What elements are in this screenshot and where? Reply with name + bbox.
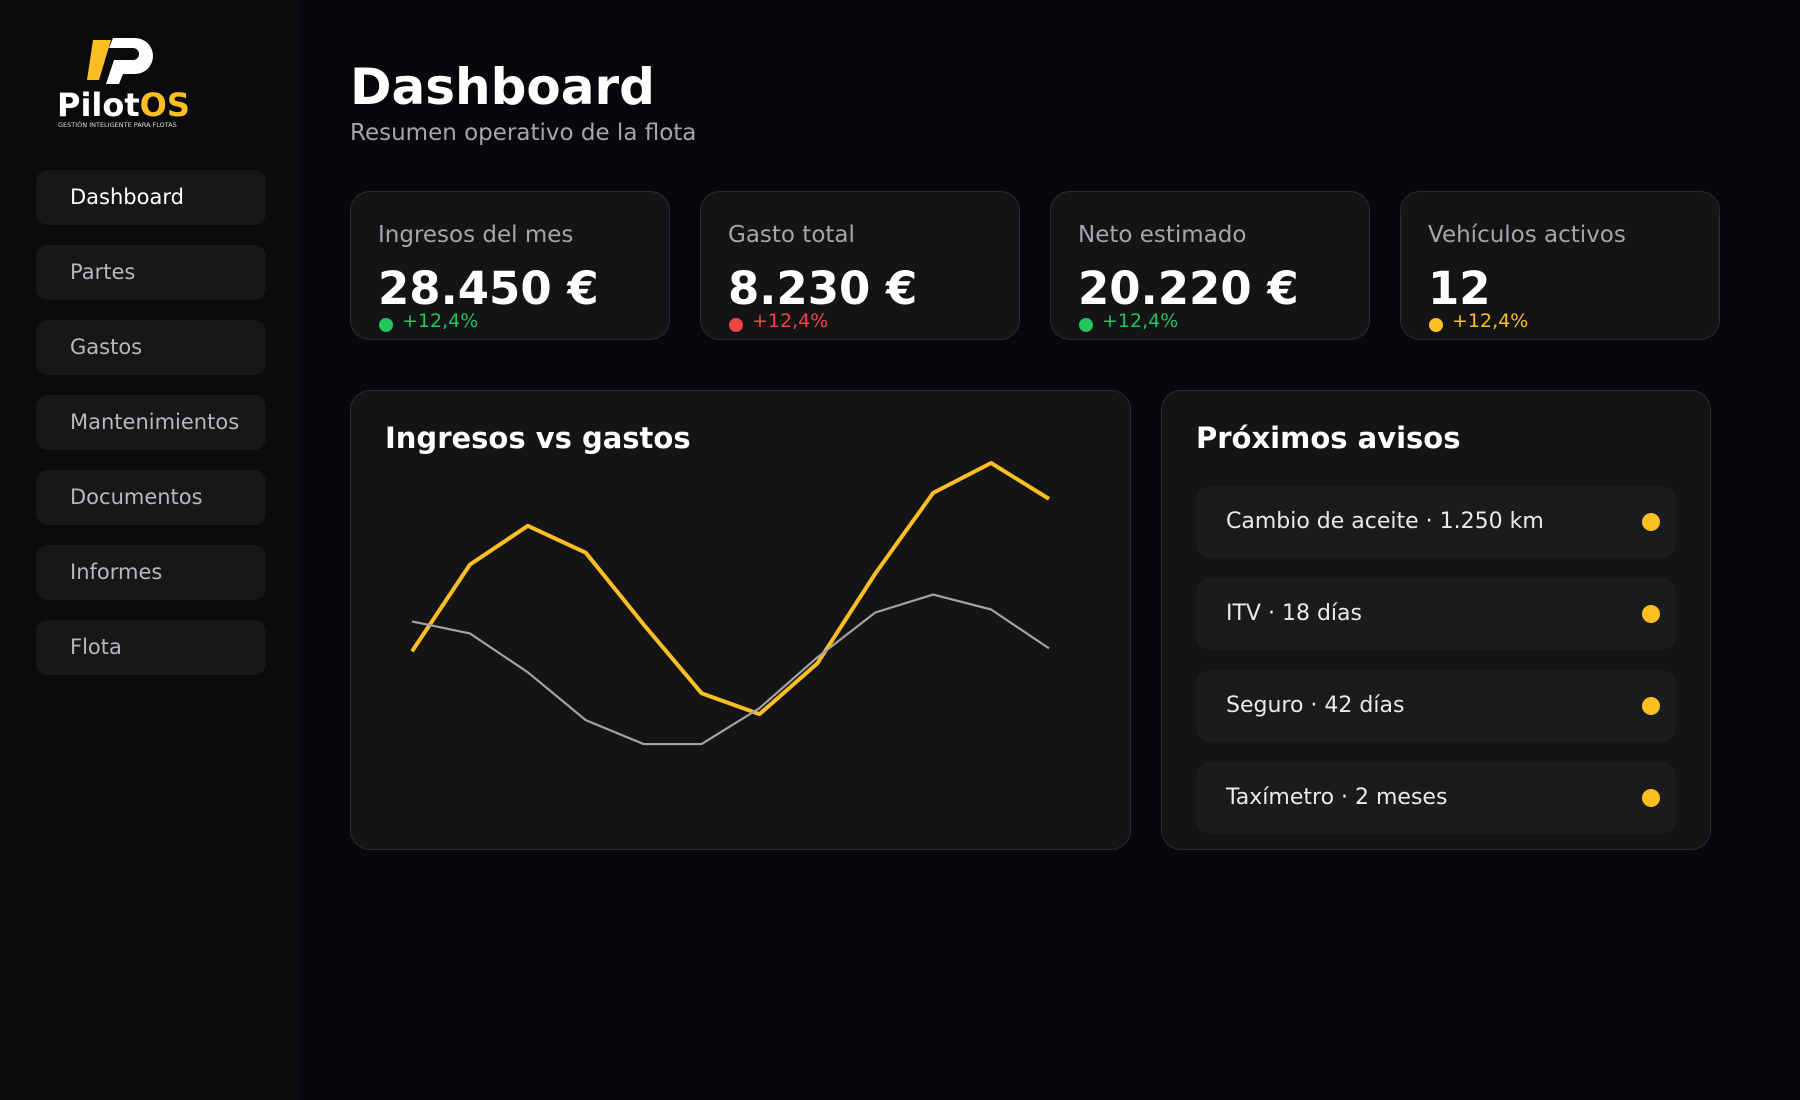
kpi-label: Vehículos activos <box>1428 222 1626 248</box>
kpi-dot <box>379 318 393 332</box>
page-subtitle: Resumen operativo de la flota <box>350 120 697 146</box>
kpi-change: +12,4% <box>402 310 479 332</box>
kpi-value: 20.220 € <box>1078 262 1299 315</box>
logo-tagline: GESTIÓN INTELIGENTE PARA FLOTAS <box>58 120 177 129</box>
kpi-value: 8.230 € <box>728 262 918 315</box>
alert-dot <box>1642 789 1660 807</box>
kpi-value: 12 <box>1428 262 1491 315</box>
alert-text: Seguro · 42 días <box>1226 693 1405 718</box>
nav-item[interactable]: Documentos <box>36 470 266 525</box>
alert-item: ITV · 18 días <box>1196 578 1676 650</box>
alert-dot <box>1642 605 1660 623</box>
alert-text: ITV · 18 días <box>1226 601 1362 626</box>
nav-item[interactable]: Partes <box>36 245 266 300</box>
kpi-change: +12,4% <box>1102 310 1179 332</box>
kpi-card: Ingresos del mes 28.450 € +12,4% <box>350 191 670 340</box>
chart-card: Ingresos vs gastos <box>350 390 1131 850</box>
kpi-card: Vehículos activos 12 +12,4% <box>1400 191 1720 340</box>
kpi-value: 28.450 € <box>378 262 599 315</box>
kpi-label: Neto estimado <box>1078 222 1247 248</box>
alert-text: Taxímetro · 2 meses <box>1226 785 1448 810</box>
nav-item[interactable]: Informes <box>36 545 266 600</box>
kpi-dot <box>729 318 743 332</box>
kpi-label: Ingresos del mes <box>378 222 574 248</box>
alert-item: Seguro · 42 días <box>1196 670 1676 742</box>
series-line <box>411 593 1050 746</box>
kpi-dot <box>1429 318 1443 332</box>
alert-dot <box>1642 513 1660 531</box>
nav-item[interactable]: Flota <box>36 620 266 675</box>
kpi-card: Gasto total 8.230 € +12,4% <box>700 191 1020 340</box>
chart-title: Ingresos vs gastos <box>385 421 691 455</box>
sidebar: PilotOS GESTIÓN INTELIGENTE PARA FLOTAS … <box>0 0 301 1100</box>
logo-text: PilotOS <box>57 86 190 124</box>
chart <box>410 460 1051 746</box>
nav-item[interactable]: Mantenimientos <box>36 395 266 450</box>
alert-dot <box>1642 697 1660 715</box>
logo: PilotOS GESTIÓN INTELIGENTE PARA FLOTAS <box>57 38 190 129</box>
logo-mark <box>106 38 153 84</box>
logo-main: Pilot <box>57 86 140 124</box>
logo-accent: OS <box>140 86 190 124</box>
kpi-change: +12,4% <box>1452 310 1529 332</box>
alerts-title: Próximos avisos <box>1196 421 1461 455</box>
alerts-card: Próximos avisos Cambio de aceite · 1.250… <box>1161 390 1711 850</box>
nav-item[interactable]: Dashboard <box>36 170 266 225</box>
alert-item: Taxímetro · 2 meses <box>1196 762 1676 834</box>
kpi-change: +12,4% <box>752 310 829 332</box>
nav-item[interactable]: Gastos <box>36 320 266 375</box>
alert-text: Cambio de aceite · 1.250 km <box>1226 509 1544 534</box>
logo-mark <box>87 40 111 80</box>
page-title: Dashboard <box>350 58 655 116</box>
alert-item: Cambio de aceite · 1.250 km <box>1196 486 1676 558</box>
kpi-label: Gasto total <box>728 222 855 248</box>
series-line <box>410 460 1051 717</box>
kpi-dot <box>1079 318 1093 332</box>
kpi-card: Neto estimado 20.220 € +12,4% <box>1050 191 1370 340</box>
